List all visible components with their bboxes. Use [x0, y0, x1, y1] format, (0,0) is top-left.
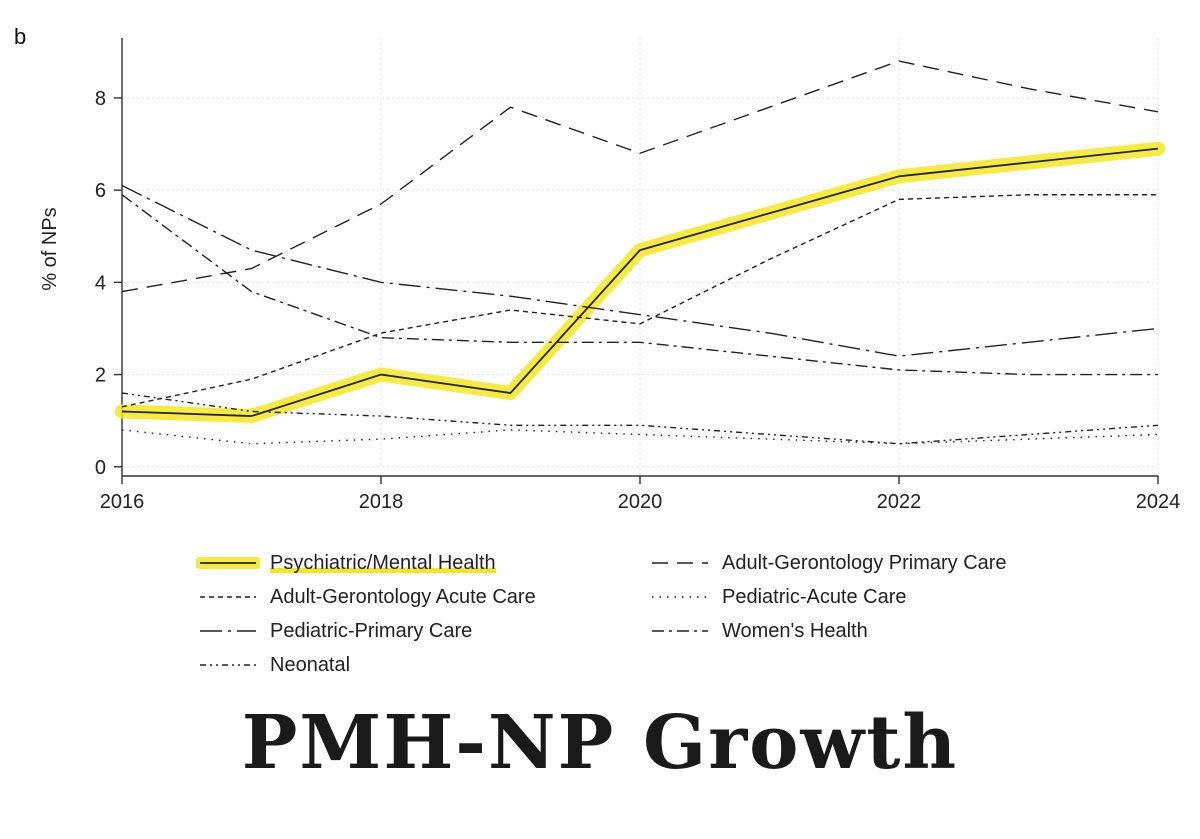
legend-swatch — [200, 630, 256, 632]
series-line-adult-gerontology-acute-care — [121, 194, 1158, 408]
legend-item: Adult-Gerontology Primary Care — [648, 548, 1007, 578]
legend-swatch — [196, 557, 260, 569]
legend-swatch — [200, 664, 256, 666]
legend-swatch — [652, 630, 708, 632]
legend-label: Psychiatric/Mental Health — [270, 551, 496, 575]
y-axis-title: % of NPs — [39, 207, 61, 290]
series-line-adult-gerontology-primary-care — [121, 60, 1159, 293]
x-tick-label: 2024 — [1136, 491, 1181, 513]
legend-item: Pediatric-Acute Care — [648, 582, 907, 612]
legend-swatch — [652, 562, 708, 564]
legend-label: Pediatric-Acute Care — [722, 585, 907, 608]
legend-label: Pediatric-Primary Care — [270, 619, 473, 642]
legend-item: Adult-Gerontology Acute Care — [196, 582, 536, 612]
legend-item: Women's Health — [648, 616, 868, 646]
legend-item: Pediatric-Primary Care — [196, 616, 472, 646]
legend-label: Neonatal — [270, 653, 351, 676]
caption-title: PMH-NP Growth — [241, 700, 959, 786]
legend-swatch — [652, 596, 708, 598]
y-tick-label: 4 — [95, 272, 106, 294]
legend-swatch — [200, 596, 256, 598]
y-tick-label: 6 — [95, 180, 106, 202]
legend-item: Psychiatric/Mental Health — [196, 548, 496, 578]
x-tick-label: 2020 — [618, 491, 663, 513]
legend-item: Neonatal — [196, 650, 350, 680]
chart-legend: Psychiatric/Mental Health Adult-Gerontolo… — [196, 548, 1116, 688]
series-line-pediatric-acute-care — [121, 429, 1159, 445]
legend-label: Adult-Gerontology Primary Care — [722, 551, 1007, 574]
panel-letter: b — [14, 24, 27, 49]
series-line-psychiatric-mental-health — [121, 147, 1159, 417]
x-tick-label: 2018 — [359, 491, 404, 513]
y-tick-label: 0 — [95, 457, 106, 479]
legend-label: Women's Health — [722, 619, 868, 642]
x-tick-label: 2022 — [877, 491, 922, 513]
line-chart: 0 2 4 6 8 2016 2018 2020 2022 2024 % of NPs — [39, 38, 1181, 513]
x-tick-label: 2016 — [100, 491, 145, 513]
series-line-pediatric-primary-care — [121, 184, 1159, 357]
series-line-women-s-health — [121, 194, 1158, 376]
legend-label: Adult-Gerontology Acute Care — [270, 585, 536, 608]
y-tick-label: 8 — [95, 88, 106, 110]
y-tick-label: 2 — [95, 365, 106, 387]
